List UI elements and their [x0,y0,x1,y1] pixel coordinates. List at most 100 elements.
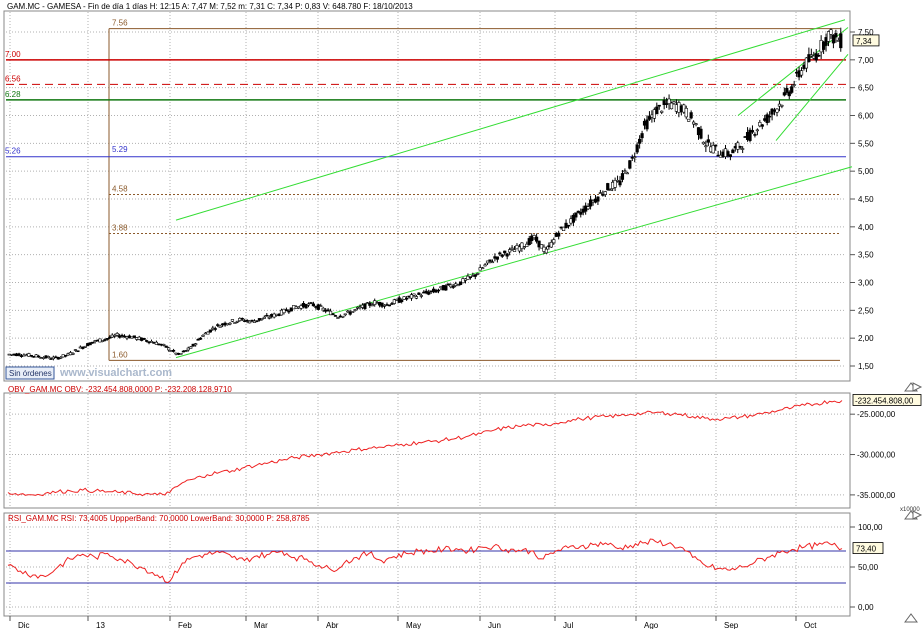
short-channel-upper [737,27,849,116]
price-y-tick-label: 6,50 [858,84,874,93]
candle-body [500,254,504,257]
price-scroll-right-icon[interactable] [912,382,923,392]
candle-body [451,285,455,288]
candle-body [194,343,198,346]
x-tick-label: Dic [18,621,30,629]
candle-body [807,54,811,62]
candle-body [736,142,740,150]
candle-body [512,249,517,252]
rsi-y-tick-label: 50,00 [858,563,879,572]
rsi-value-tag [852,542,884,554]
candle-body [539,244,544,249]
candle-body [417,292,421,295]
candle-body [265,314,269,317]
candle-body [787,91,791,97]
candle-body [738,146,742,148]
candle-body [446,283,450,286]
candle-body [495,256,499,260]
candle-body [660,110,664,113]
x-tick-label: Jun [488,621,501,629]
obv-layer [7,400,843,497]
price-y-tick-label: 3,00 [858,279,874,288]
candle-body [826,31,831,42]
last-price-tag [852,34,880,47]
orders-button[interactable]: Sin órdenes [5,366,55,380]
candle-body [770,108,774,115]
candle-body [598,192,602,194]
panel-scroll-controls[interactable] [904,382,923,623]
candle-body [687,118,691,122]
hline-label: 7.00 [5,50,21,59]
candle-body [17,353,21,356]
candle-body [532,235,536,238]
candle-body [382,305,387,307]
candle-body [522,246,526,249]
candle-body [167,347,171,351]
candle-body [665,103,669,105]
candle-body [363,303,367,309]
candle-body [606,183,610,191]
candles-layer [7,27,843,361]
candle-body [662,100,666,106]
candle-body [768,115,772,118]
candle-body [81,346,85,349]
candle-body [799,70,804,76]
candle-body [240,318,244,320]
candle-body [113,335,117,337]
fib-label: 1.60 [112,350,128,359]
candle-body [213,328,217,330]
candle-body [196,338,200,341]
candle-body [780,104,784,107]
candle-body [488,259,492,262]
x-tick-label: Oct [804,621,817,629]
candle-body [412,293,416,296]
candle-body [785,87,789,93]
candle-body [341,315,345,318]
rsi-panel [3,512,851,617]
obv-scroll-right-icon[interactable] [912,510,923,520]
candle-body [132,335,136,338]
orders-button-label: Sin órdenes [9,369,52,378]
rsi-y-tick-label: 0,00 [858,603,874,612]
candle-body [189,346,193,349]
candle-body [64,354,68,357]
obv-panel [3,392,851,509]
candle-body [118,335,122,338]
candle-body [405,297,409,300]
candle-body [657,104,661,107]
rsi-scroll-up-icon[interactable] [904,613,918,623]
candle-body [83,345,87,348]
candle-body [750,130,755,133]
candle-body [368,302,372,306]
watermark: www.visualchart.com [59,367,172,379]
rsi-y-tick-label: 100,00 [858,523,883,532]
candle-body [625,172,629,175]
candle-body [331,313,335,316]
candle-body [400,299,404,303]
candle-body [483,264,487,267]
candle-body [782,92,786,96]
candle-body [91,341,95,344]
candle-body [608,189,612,191]
candle-body [216,324,220,326]
candle-body [444,285,448,291]
candle-body [390,303,394,305]
candle-body [731,149,735,154]
candle-body [184,350,188,352]
candle-body [164,345,168,348]
candle-body [284,309,289,312]
candle-body [88,342,92,346]
candle-body [306,303,311,306]
x-tick-label: Ago [644,621,659,629]
price-y-tick-label: 7,50 [858,28,874,37]
candle-body [753,134,757,136]
x-tick-label: 13 [96,621,105,629]
obv-y-tick-label: -35.000,00 [857,491,896,500]
price-y-tick-label: 7,00 [858,56,874,65]
candle-body [100,340,105,342]
candle-body [655,106,659,115]
price-y-tick-label: 5,50 [858,139,874,148]
candle-body [633,156,637,159]
candle-body [436,289,441,292]
candle-body [409,294,414,299]
